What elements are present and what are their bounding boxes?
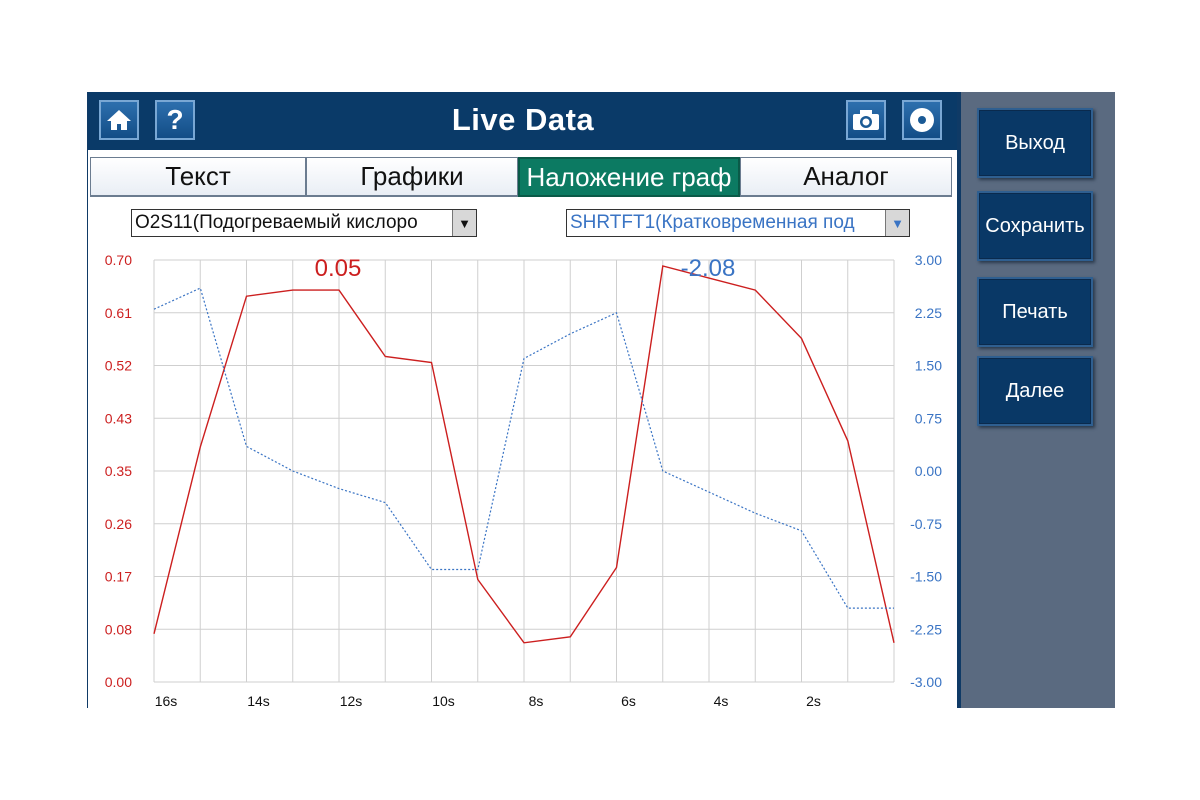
left-axis-tick-label: 0.43 <box>105 410 132 426</box>
chevron-down-icon[interactable]: ▼ <box>452 210 476 236</box>
header-bar: ? Live Data <box>88 92 958 150</box>
left-parameter-value: O2S11(Подогреваемый кислоро <box>135 212 418 233</box>
x-axis-tick-label: 8s <box>529 693 544 708</box>
right-parameter-select[interactable]: SHRTFT1(Кратковременная под ▼ <box>566 209 910 237</box>
right-axis-tick-label: 1.50 <box>915 358 942 374</box>
page-title: Live Data <box>451 102 595 137</box>
overlay-chart: 0.70 0.61 0.52 0.43 0.35 0.26 0.17 0.08 0.00 3.0… <box>105 252 942 708</box>
right-axis-tick-label: 0.75 <box>915 410 942 426</box>
tab-graphs[interactable]: Графики <box>306 157 518 197</box>
right-axis-tick-label: -0.75 <box>910 516 942 532</box>
tab-analog[interactable]: Аналог <box>740 157 952 197</box>
main-pane: ? Live Data Текст Графики На <box>87 92 958 708</box>
chevron-down-icon[interactable]: ▼ <box>885 210 909 236</box>
left-axis-tick-label: 0.52 <box>105 358 132 374</box>
left-axis-tick-label: 0.26 <box>105 516 132 532</box>
x-axis-tick-label: 16s <box>155 693 178 708</box>
tab-text[interactable]: Текст <box>90 157 306 197</box>
x-axis-tick-label: 6s <box>621 693 636 708</box>
right-axis-ticks: 3.00 2.25 1.50 0.75 0.00 -0.75 -1.50 -2.25 -3.00 <box>910 252 942 690</box>
exit-button[interactable]: Выход <box>977 108 1093 178</box>
left-axis-tick-label: 0.17 <box>105 569 132 585</box>
help-icon: ? <box>166 104 184 135</box>
print-button[interactable]: Печать <box>977 277 1093 347</box>
home-icon <box>107 110 131 130</box>
x-axis-tick-label: 2s <box>806 693 821 708</box>
right-axis-tick-label: 2.25 <box>915 305 942 321</box>
next-button[interactable]: Далее <box>977 356 1093 426</box>
left-axis-tick-label: 0.35 <box>105 463 132 479</box>
x-axis-tick-label: 14s <box>247 693 270 708</box>
x-axis-ticks: 16s 14s 12s 10s 8s 6s 4s 2s <box>155 693 821 708</box>
screenshot-button[interactable] <box>846 100 886 140</box>
help-button[interactable]: ? <box>155 100 195 140</box>
x-axis-tick-label: 4s <box>714 693 729 708</box>
right-axis-tick-label: 0.00 <box>915 463 942 479</box>
view-tabs: Текст Графики Наложение граф Аналог <box>88 157 954 197</box>
left-axis-tick-label: 0.70 <box>105 252 132 268</box>
left-axis-ticks: 0.70 0.61 0.52 0.43 0.35 0.26 0.17 0.08 0.00 <box>105 252 132 690</box>
tab-overlay-graphs[interactable]: Наложение граф <box>518 157 740 197</box>
record-button[interactable] <box>902 100 942 140</box>
panel-divider <box>957 92 961 708</box>
left-parameter-select[interactable]: O2S11(Подогреваемый кислоро ▼ <box>131 209 477 237</box>
camera-icon <box>853 110 879 130</box>
left-axis-tick-label: 0.61 <box>105 305 132 321</box>
left-axis-tick-label: 0.08 <box>105 621 132 637</box>
series-1-current-value: 0.05 <box>315 255 362 282</box>
series-2-line <box>153 287 894 609</box>
series-1-line <box>153 265 895 644</box>
record-icon <box>910 108 934 132</box>
right-axis-tick-label: -1.50 <box>910 569 942 585</box>
save-button[interactable]: Сохранить <box>977 191 1093 261</box>
left-axis-tick-label: 0.00 <box>105 674 132 690</box>
home-button[interactable] <box>99 100 139 140</box>
live-data-screen: ? Live Data Текст Графики На <box>87 92 1115 708</box>
right-parameter-value: SHRTFT1(Кратковременная под <box>570 212 855 233</box>
x-axis-tick-label: 10s <box>432 693 455 708</box>
series-2-current-value: -2.08 <box>681 255 736 282</box>
right-axis-tick-label: -3.00 <box>910 674 942 690</box>
right-axis-tick-label: -2.25 <box>910 621 942 637</box>
x-axis-tick-label: 12s <box>340 693 363 708</box>
chart-grid <box>153 259 895 683</box>
right-axis-tick-label: 3.00 <box>915 252 942 268</box>
